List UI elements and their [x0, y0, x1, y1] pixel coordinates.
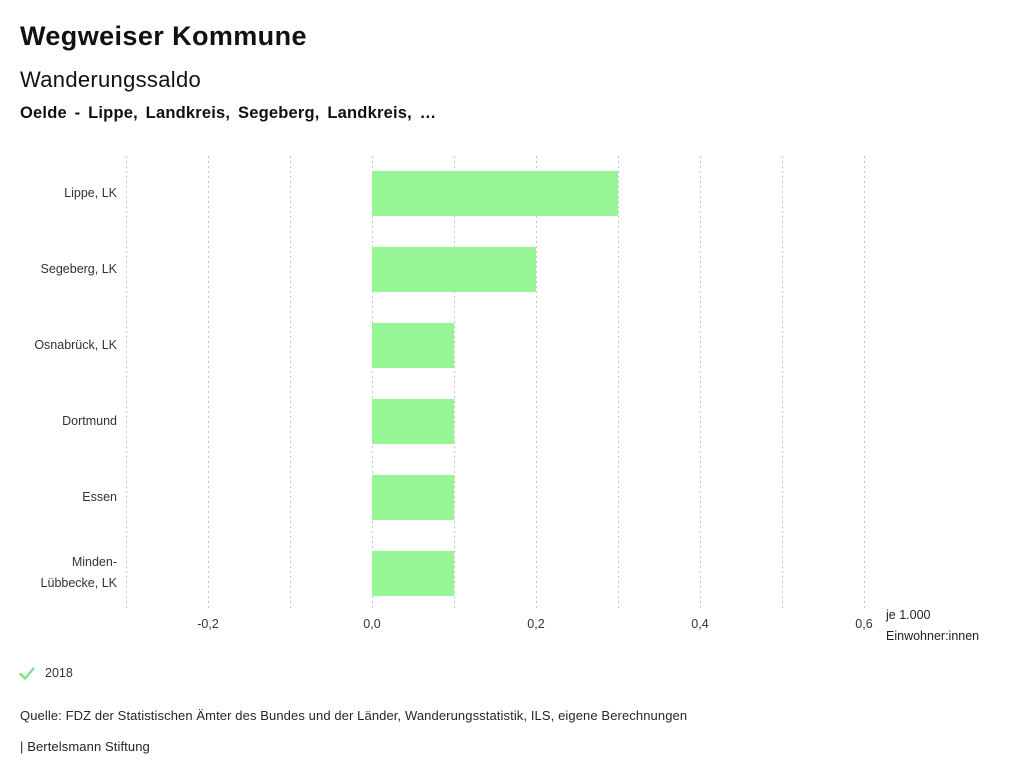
x-tick-label: 0,6	[855, 617, 873, 631]
category-label: Osnabrück, LK	[34, 338, 117, 353]
bar[interactable]	[372, 171, 618, 217]
legend-label: 2018	[45, 666, 73, 680]
x-tick-label: 0,2	[527, 617, 545, 631]
x-tick-label: -0,2	[197, 617, 219, 631]
gridline	[536, 156, 537, 611]
chart-row: Minden-Lübbecke, LK	[0, 535, 1024, 611]
bar[interactable]	[372, 550, 454, 596]
chart-selection: Oelde - Lippe, Landkreis, Segeberg, Land…	[20, 104, 437, 122]
x-tick-label: 0,0	[363, 617, 381, 631]
bar[interactable]	[372, 398, 454, 444]
bar[interactable]	[372, 474, 454, 520]
source-note: Quelle: FDZ der Statistischen Ämter des …	[20, 708, 688, 723]
x-axis-ticks: -0,2 0,0 0,2 0,4 0,6	[126, 611, 872, 635]
axis-unit-line1: je 1.000	[886, 608, 931, 622]
chart-title: Wanderungssaldo	[20, 67, 202, 92]
legend-item-2018[interactable]: 2018	[19, 666, 73, 680]
category-label: Essen	[82, 489, 117, 504]
gridline	[618, 156, 619, 611]
chart-row: Segeberg, LK	[0, 232, 1024, 308]
bar[interactable]	[372, 323, 454, 369]
check-icon	[19, 666, 35, 680]
bar[interactable]	[372, 247, 536, 293]
category-label: Minden-Lübbecke, LK	[40, 555, 117, 591]
chart-row: Essen	[0, 459, 1024, 535]
chart-row: Dortmund	[0, 384, 1024, 460]
attribution: | Bertelsmann Stiftung	[20, 739, 150, 754]
chart-row: Osnabrück, LK	[0, 308, 1024, 384]
gridline	[208, 156, 209, 611]
category-label: Segeberg, LK	[40, 262, 117, 277]
category-label: Dortmund	[62, 413, 117, 428]
plot-area	[126, 156, 865, 611]
bar-rows: Lippe, LK Segeberg, LK Osnabrück, LK Dortmu…	[0, 156, 1024, 611]
gridline	[864, 156, 865, 611]
gridline	[290, 156, 291, 611]
axis-unit-label: je 1.000 Einwohner:innen	[886, 605, 979, 647]
gridline	[372, 156, 373, 611]
gridline	[782, 156, 783, 611]
gridline	[454, 156, 455, 611]
category-label: Lippe, LK	[64, 186, 117, 201]
app-title: Wegweiser Kommune	[20, 21, 307, 51]
chart-row: Lippe, LK	[0, 156, 1024, 232]
x-tick-label: 0,4	[691, 617, 709, 631]
axis-unit-line2: Einwohner:innen	[886, 629, 980, 643]
gridline	[700, 156, 701, 611]
gridline	[126, 156, 127, 611]
